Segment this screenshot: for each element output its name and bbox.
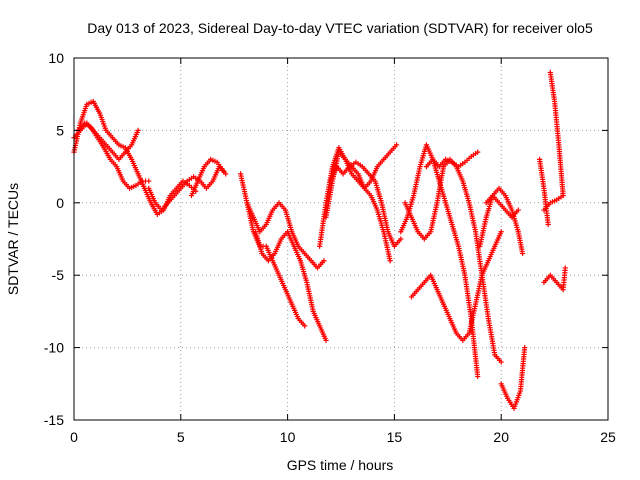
x-tick-label: 0 xyxy=(70,429,78,445)
data-points xyxy=(71,69,568,412)
axis-ticks: 0 5 10 15 20 25 -15 -10 -5 0 5 10 xyxy=(44,50,616,445)
series-track-3 xyxy=(75,120,152,191)
data-point xyxy=(135,127,141,133)
x-tick-label: 10 xyxy=(280,429,296,445)
x-tick-label: 15 xyxy=(387,429,403,445)
data-point xyxy=(302,323,308,329)
plot-frame xyxy=(73,57,609,421)
data-point xyxy=(398,236,404,242)
series-track-18 xyxy=(498,345,528,412)
data-point xyxy=(522,345,528,351)
x-axis-label: GPS time / hours xyxy=(287,457,394,473)
series-track-5 xyxy=(188,156,227,199)
grid-lines xyxy=(74,58,608,420)
y-tick-label: -5 xyxy=(52,267,65,283)
series-track-7 xyxy=(244,200,327,271)
series-track-17 xyxy=(483,192,521,220)
series-track-1 xyxy=(71,98,199,217)
data-point xyxy=(498,229,504,235)
data-point xyxy=(146,178,152,184)
y-tick-label: -10 xyxy=(44,340,64,356)
data-point xyxy=(475,373,481,380)
data-point xyxy=(475,149,481,155)
data-point xyxy=(323,337,329,343)
data-point xyxy=(545,221,551,228)
series-track-11 xyxy=(327,159,404,249)
series-track-8 xyxy=(252,229,329,343)
data-point xyxy=(321,258,327,264)
y-tick-label: 0 xyxy=(56,195,64,211)
data-point xyxy=(220,168,227,174)
y-tick-label: 10 xyxy=(48,50,64,66)
data-point xyxy=(498,359,504,365)
data-point xyxy=(562,265,568,271)
series-track-16 xyxy=(477,185,526,257)
series-track-13 xyxy=(408,229,504,343)
data-point xyxy=(560,192,566,199)
series-track-22 xyxy=(537,156,551,228)
data-point xyxy=(393,142,400,148)
series-track-4 xyxy=(146,164,229,213)
series-track-21 xyxy=(541,265,568,293)
data-point xyxy=(519,250,526,257)
data-point xyxy=(387,258,393,264)
x-tick-label: 25 xyxy=(600,429,616,445)
y-tick-label: -15 xyxy=(44,412,64,428)
data-point xyxy=(515,207,521,213)
x-tick-label: 20 xyxy=(493,429,509,445)
series-track-15 xyxy=(423,149,481,170)
data-point xyxy=(223,171,229,177)
y-axis-label: SDTVAR / TECUs xyxy=(5,183,21,295)
series-track-20 xyxy=(547,69,566,199)
y-tick-label: 5 xyxy=(56,122,64,138)
chart-title: Day 013 of 2023, Sidereal Day-to-day VTE… xyxy=(87,20,593,36)
x-tick-label: 5 xyxy=(177,429,185,445)
